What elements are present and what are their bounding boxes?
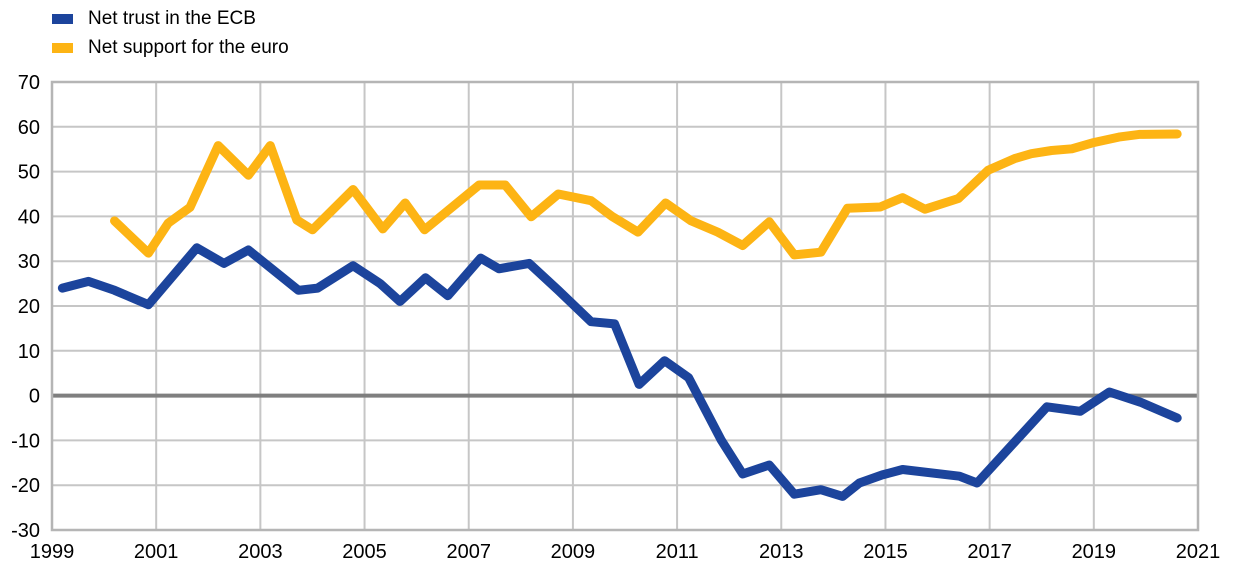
x-tick-label: 2009 (551, 541, 596, 563)
x-tick-label: 2019 (1072, 541, 1117, 563)
legend-label-net-support-euro: Net support for the euro (88, 37, 289, 58)
y-tick-label: -30 (11, 520, 40, 542)
chart-legend: Net trust in the ECB Net support for the… (52, 4, 289, 62)
x-tick-label: 2011 (656, 541, 699, 563)
series-line-net-support-euro (110, 129, 1182, 260)
legend-item-net-support-euro: Net support for the euro (52, 33, 289, 62)
y-tick-label: 0 (29, 386, 40, 408)
legend-swatch-yellow-icon (52, 42, 73, 53)
x-tick-label: 2015 (863, 541, 908, 563)
x-tick-label: 1999 (30, 541, 75, 563)
y-tick-label: 10 (18, 341, 40, 363)
y-tick-label: -20 (11, 475, 40, 497)
x-tick-label: 2005 (342, 541, 387, 563)
y-tick-label: 50 (18, 162, 40, 184)
x-tick-label: 2007 (446, 541, 491, 563)
legend-swatch-blue-icon (52, 13, 73, 24)
y-tick-label: 20 (18, 296, 40, 318)
x-tick-label: 2021 (1176, 541, 1221, 563)
series-line-net-trust-ecb (57, 243, 1182, 501)
legend-item-net-trust-ecb: Net trust in the ECB (52, 4, 289, 33)
x-tick-label: 2001 (134, 541, 179, 563)
y-tick-label: 40 (18, 206, 40, 228)
y-tick-label: 70 (18, 72, 40, 94)
legend-label-net-trust-ecb: Net trust in the ECB (88, 8, 256, 29)
x-tick-label: 2013 (759, 541, 804, 563)
y-tick-label: 30 (18, 251, 40, 273)
y-tick-label: 60 (18, 117, 40, 139)
x-tick-label: 2017 (967, 541, 1012, 563)
plot-border (50, 80, 1200, 532)
y-tick-label: -10 (11, 430, 40, 452)
x-tick-label: 2003 (238, 541, 283, 563)
